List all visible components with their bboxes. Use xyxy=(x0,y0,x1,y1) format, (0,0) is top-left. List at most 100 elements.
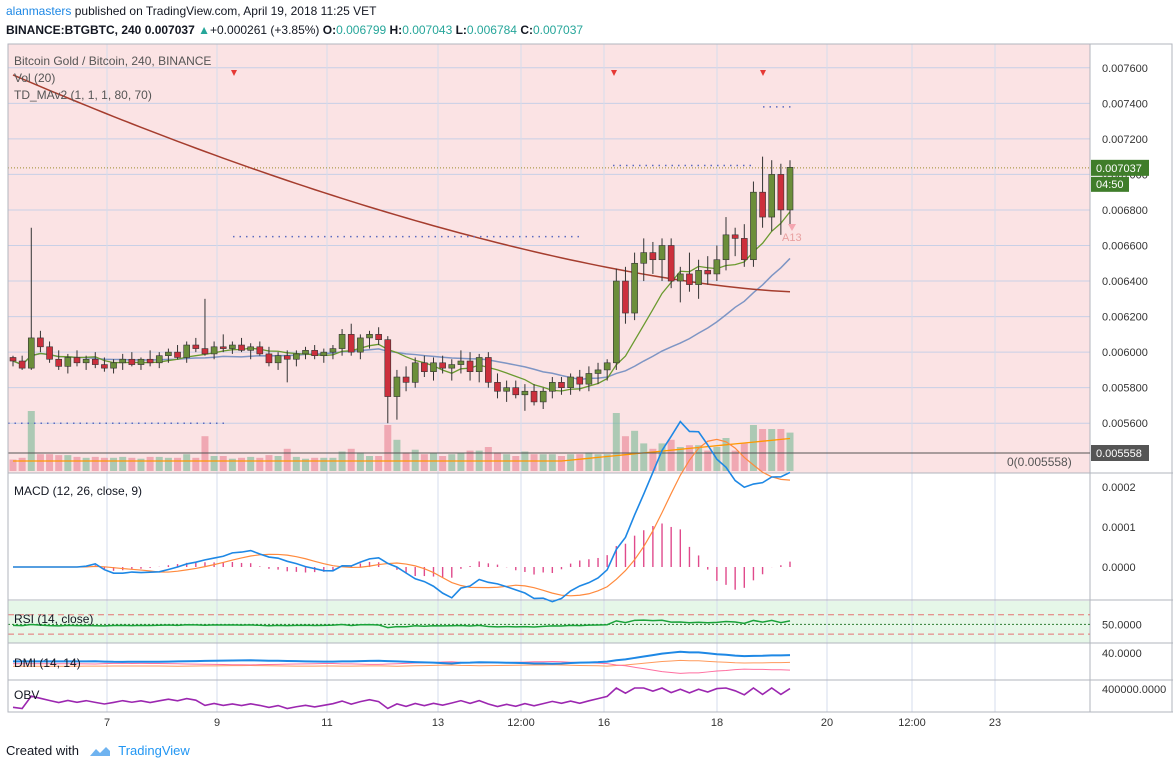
symbol-label: BINANCE:BTGBTC, 240 xyxy=(6,23,142,37)
candle-body xyxy=(55,358,63,367)
price-tick-label: 0.005800 xyxy=(1102,383,1148,395)
price-tick-label: 0.006000 xyxy=(1102,347,1148,359)
volume-bar xyxy=(512,456,520,471)
macd-tick-label: 0.0002 xyxy=(1102,482,1136,494)
volume-bar xyxy=(356,452,364,471)
vol-price-tag-label: 0.005558 xyxy=(1096,448,1142,460)
candle-body xyxy=(521,390,529,396)
candle-body xyxy=(503,387,510,392)
volume-bar xyxy=(585,452,593,471)
low-label: L: xyxy=(455,23,467,37)
volume-bar xyxy=(256,457,264,471)
candle-body xyxy=(430,362,437,372)
volume-bar xyxy=(283,448,291,471)
candle-body xyxy=(549,382,556,392)
dmi-plus-line xyxy=(13,650,791,665)
td-sell-arrow-icon xyxy=(760,70,766,76)
candle-body xyxy=(82,358,90,364)
candle-body xyxy=(110,362,117,369)
candle-body xyxy=(256,346,264,355)
obv-tick-label: 400000.0000 xyxy=(1102,684,1166,696)
candle-body xyxy=(347,334,355,353)
obv-line xyxy=(12,687,791,710)
time-tick-label: 9 xyxy=(214,717,220,729)
candle-body xyxy=(421,362,428,372)
volume-bar xyxy=(320,457,328,471)
candle-body xyxy=(740,238,748,261)
candle-body xyxy=(27,337,35,369)
candle-body xyxy=(165,351,172,356)
low-value: 0.006784 xyxy=(466,23,517,37)
chart-frame xyxy=(7,43,1173,713)
candle-body xyxy=(366,334,373,339)
candle-body xyxy=(155,355,163,364)
candle-body xyxy=(146,358,154,364)
volume-bar xyxy=(228,458,236,471)
candle-body xyxy=(640,252,648,264)
volume-bar xyxy=(137,458,145,471)
author-link[interactable]: alanmasters xyxy=(6,4,72,18)
candle-body xyxy=(786,167,794,211)
candle-body xyxy=(567,376,574,388)
volume-bar xyxy=(55,455,63,471)
candle-body xyxy=(667,245,675,282)
publish-info: alanmasters published on TradingView.com… xyxy=(0,0,1173,22)
volume-bar xyxy=(384,425,392,471)
time-tick-label: 16 xyxy=(598,717,610,729)
candle-body xyxy=(9,357,17,362)
candle-body xyxy=(37,337,44,348)
chart-canvas[interactable]: 0.0076000.0074000.0072000.0070000.006800… xyxy=(0,0,1173,740)
candle-body xyxy=(494,382,501,392)
volume-bar xyxy=(265,455,273,471)
ma-long-line xyxy=(12,74,791,293)
candle-body xyxy=(713,259,721,275)
volume-bar xyxy=(658,443,666,471)
volume-bar xyxy=(567,454,575,471)
candle-body xyxy=(512,387,520,396)
publish-text: published on TradingView.com, April 19, … xyxy=(74,4,377,18)
volume-bar xyxy=(420,454,428,471)
candle-body xyxy=(384,339,392,397)
candle-body xyxy=(18,360,26,369)
legend-title: Bitcoin Gold / Bitcoin, 240, BINANCE xyxy=(14,54,212,68)
high-label: H: xyxy=(389,23,403,37)
candle-body xyxy=(375,334,382,340)
candle-body xyxy=(247,346,254,351)
candle-body xyxy=(91,358,99,365)
candle-body xyxy=(777,174,785,211)
candle-body xyxy=(293,353,300,360)
legend-rsi: RSI (14, close) xyxy=(14,612,94,626)
time-tick-label: 20 xyxy=(821,717,833,729)
volume-bar xyxy=(347,448,355,471)
rsi-line xyxy=(12,619,791,629)
volume-bar xyxy=(612,413,620,471)
td-countdown-arrow-icon xyxy=(788,224,796,231)
price-tick-label: 0.006600 xyxy=(1102,241,1148,253)
volume-bar xyxy=(292,456,300,471)
volume-bar xyxy=(146,456,154,471)
volume-bar xyxy=(539,454,547,471)
volume-bar xyxy=(46,454,54,471)
macd-tick-label: 0.0001 xyxy=(1102,522,1136,534)
candle-body xyxy=(768,174,776,218)
tradingview-logo-icon xyxy=(89,746,110,756)
td-mark-label: A13 xyxy=(782,232,802,244)
dmi-tick-label: 40.0000 xyxy=(1102,648,1142,660)
candle-body xyxy=(466,360,474,372)
candle-body xyxy=(457,360,465,365)
volume-bar xyxy=(685,445,693,471)
candle-body xyxy=(485,357,492,383)
volume-bar xyxy=(36,454,44,471)
volume-bar xyxy=(238,457,246,471)
candle-body xyxy=(357,337,364,353)
dmi-adx-line xyxy=(13,659,791,667)
price-tick-label: 0.006400 xyxy=(1102,276,1148,288)
volume-bar xyxy=(329,457,337,471)
tradingview-brand-link[interactable]: TradingView xyxy=(118,743,190,758)
volume-bar xyxy=(64,455,72,471)
volume-bar xyxy=(640,443,648,471)
volume-bar xyxy=(18,457,26,471)
time-tick-label: 12:00 xyxy=(507,717,535,729)
candle-body xyxy=(558,382,565,388)
volume-bar xyxy=(530,454,538,471)
